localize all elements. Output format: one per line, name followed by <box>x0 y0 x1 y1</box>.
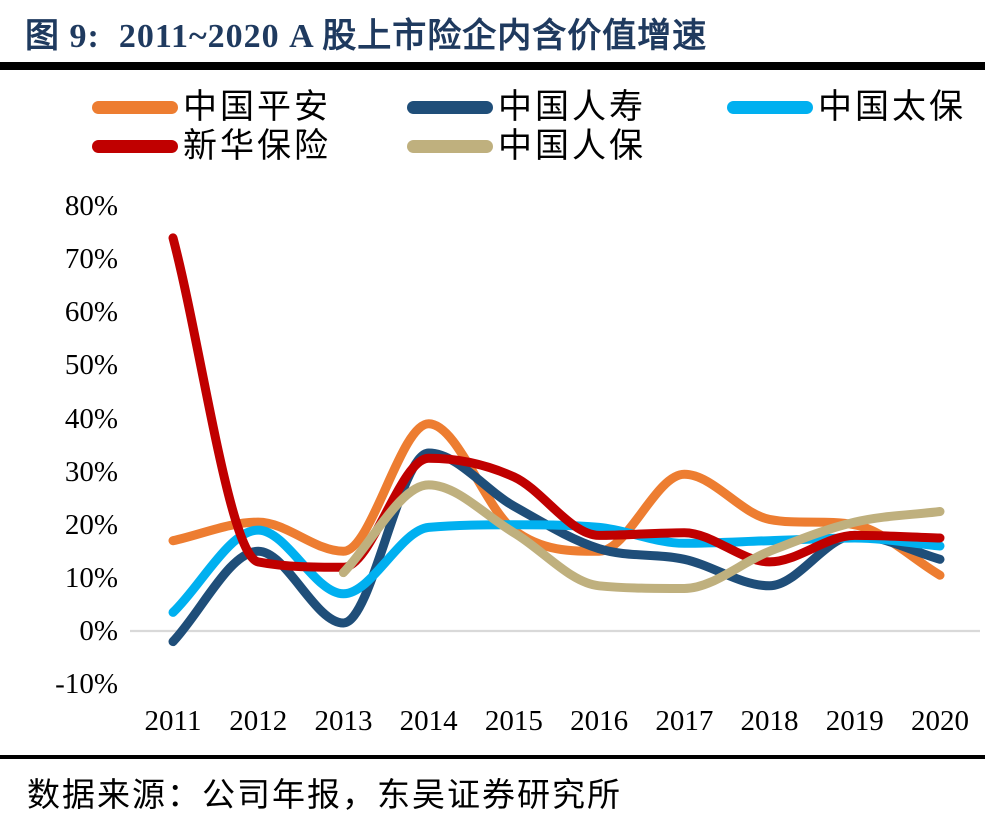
series-swatch-xinhua <box>92 139 178 153</box>
x-tick-label: 2018 <box>740 705 799 737</box>
series-swatch-taibao <box>727 100 813 114</box>
x-tick-label: 2014 <box>399 705 458 737</box>
legend-label-pingan: 中国平安 <box>183 88 331 126</box>
series-line-中国平安 <box>168 419 945 580</box>
legend-item-taibao: 中国太保 <box>727 88 966 126</box>
chart-bottom-rule <box>0 755 985 759</box>
x-tick-label: 2013 <box>314 705 373 737</box>
y-tick-label: -10% <box>55 668 118 701</box>
x-tick-label: 2011 <box>144 705 202 737</box>
legend-item-renbao: 中国人保 <box>407 127 646 165</box>
legend-item-pingan: 中国平安 <box>92 88 331 126</box>
y-tick-label: 60% <box>64 296 118 329</box>
legend-item-xinhua: 新华保险 <box>92 127 331 165</box>
x-tick-label: 2019 <box>825 705 884 737</box>
legend-label-renshou: 中国人寿 <box>498 88 646 126</box>
series-line-中国人保 <box>338 480 945 593</box>
x-tick-label: 2015 <box>484 705 543 737</box>
data-source-note: 数据来源：公司年报，东吴证券研究所 <box>27 778 622 814</box>
y-tick-label: 0% <box>79 615 118 647</box>
series-swatch-renbao <box>407 139 493 153</box>
series-swatch-renshou <box>407 100 493 114</box>
chart-title: 图 9: 2011~2020 A 股上市险企内含价值增速 <box>25 18 708 55</box>
series-swatch-pingan <box>92 100 178 114</box>
y-tick-label: 30% <box>64 455 118 488</box>
x-tick-label: 2017 <box>655 705 714 737</box>
title-divider-rule <box>0 62 985 70</box>
y-tick-label: 80% <box>64 190 118 222</box>
series-line-中国人寿 <box>168 448 945 647</box>
y-tick-label: 10% <box>64 561 118 594</box>
x-tick-label: 2020 <box>910 705 969 737</box>
x-tick-label: 2016 <box>570 705 629 737</box>
series-line-新华保险 <box>168 233 945 572</box>
y-tick-label: 50% <box>64 349 118 382</box>
y-tick-label: 40% <box>64 402 118 435</box>
legend-label-renbao: 中国人保 <box>498 127 646 165</box>
legend-item-renshou: 中国人寿 <box>407 88 646 126</box>
y-tick-label: 70% <box>64 243 118 276</box>
legend-label-taibao: 中国太保 <box>818 88 966 126</box>
y-tick-label: 20% <box>64 508 118 541</box>
x-tick-label: 2012 <box>229 705 288 737</box>
legend-label-xinhua: 新华保险 <box>183 127 331 165</box>
